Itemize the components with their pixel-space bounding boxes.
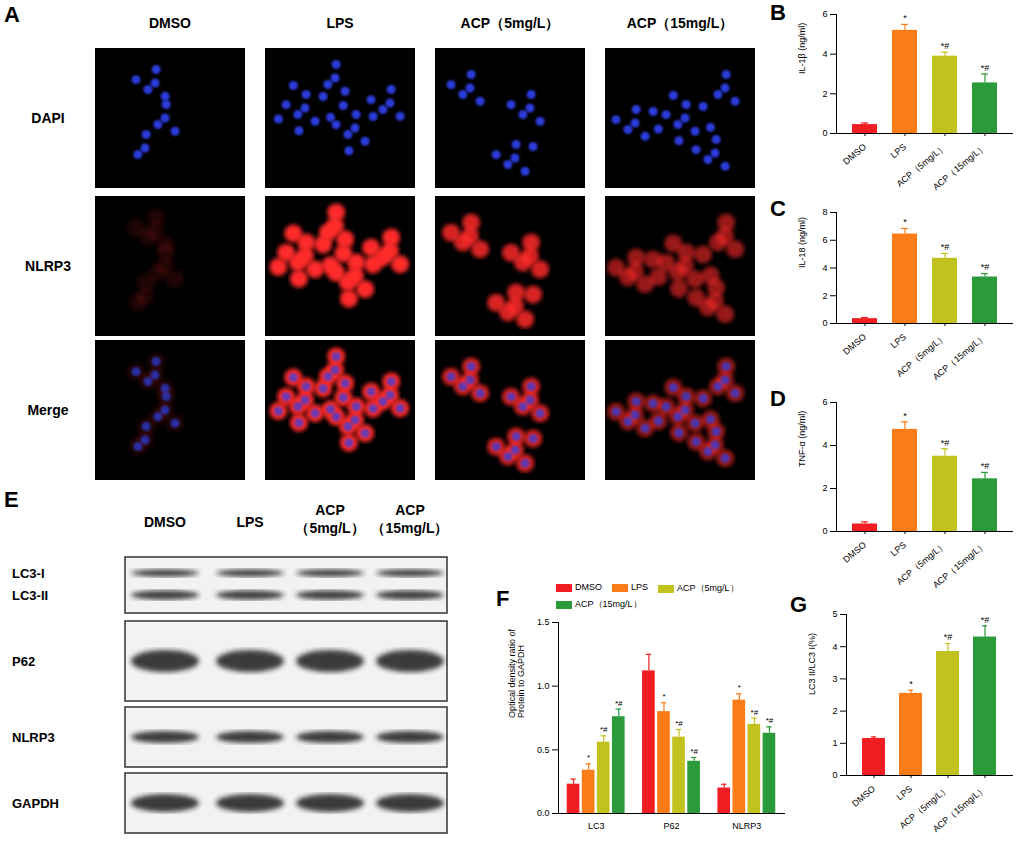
svg-text:*#: *#: [600, 725, 608, 734]
html-text:E: E: [4, 487, 19, 512]
svg-text:8: 8: [822, 207, 827, 217]
svg-text:（5mg/L）: （5mg/L）: [295, 520, 364, 536]
svg-text:*#: *#: [981, 461, 990, 471]
svg-text:DMSO: DMSO: [841, 142, 868, 167]
svg-text:*#: *#: [751, 708, 759, 717]
svg-text:DMSO: DMSO: [144, 514, 186, 530]
svg-text:6: 6: [822, 9, 827, 19]
svg-text:GAPDH: GAPDH: [12, 796, 59, 811]
svg-text:NLRP3: NLRP3: [732, 821, 761, 831]
svg-text:NLRP3: NLRP3: [12, 730, 55, 745]
svg-text:*#: *#: [981, 615, 990, 625]
svg-text:2: 2: [822, 483, 827, 493]
svg-text:1: 1: [832, 738, 837, 748]
svg-text:*#: *#: [941, 242, 950, 252]
svg-text:*: *: [909, 679, 913, 689]
svg-text:DAPI: DAPI: [31, 110, 64, 126]
svg-text:6: 6: [822, 235, 827, 245]
svg-text:TNF-α (ng/ml): TNF-α (ng/ml): [797, 411, 807, 467]
svg-text:*#: *#: [944, 632, 953, 642]
html-text:G: G: [790, 592, 808, 617]
svg-text:*#: *#: [675, 719, 683, 728]
svg-text:P62: P62: [663, 821, 679, 831]
svg-text:*: *: [587, 753, 590, 762]
svg-text:ACP（15mg/L）: ACP（15mg/L）: [931, 540, 988, 590]
svg-text:*#: *#: [941, 41, 950, 51]
html-text:ACP（5mg/L）: ACP（5mg/L）: [677, 583, 739, 593]
svg-text:*: *: [662, 692, 665, 701]
svg-text:ACP（5mg/L）: ACP（5mg/L）: [897, 783, 952, 831]
svg-text:DMSO: DMSO: [841, 540, 868, 565]
svg-text:*: *: [903, 217, 907, 227]
svg-text:4: 4: [832, 642, 837, 652]
svg-text:*#: *#: [981, 262, 990, 272]
svg-text:Merge: Merge: [27, 402, 68, 418]
svg-text:ACP（15mg/L）: ACP（15mg/L）: [931, 784, 988, 834]
svg-text:2: 2: [822, 89, 827, 99]
svg-text:4: 4: [822, 49, 827, 59]
svg-text:LPS: LPS: [326, 15, 353, 31]
svg-text:DMSO: DMSO: [149, 15, 191, 31]
svg-text:*#: *#: [690, 747, 698, 756]
svg-text:ACP（5mg/L）: ACP（5mg/L）: [894, 331, 949, 379]
html-text:LPS: LPS: [631, 582, 648, 592]
svg-text:NLRP3: NLRP3: [25, 258, 71, 274]
svg-text:Optical density ratio ofProtei: Optical density ratio ofProtein to GAPDH: [507, 628, 526, 718]
svg-text:ACP（5mg/L）: ACP（5mg/L）: [894, 539, 949, 587]
html-text:C: C: [770, 196, 786, 221]
svg-text:ACP: ACP: [315, 502, 345, 518]
svg-text:*#: *#: [941, 438, 950, 448]
svg-text:*#: *#: [766, 716, 774, 725]
svg-text:*: *: [903, 13, 907, 23]
svg-text:ACP（15mg/L）: ACP（15mg/L）: [931, 332, 988, 382]
svg-text:3: 3: [832, 674, 837, 684]
svg-text:4: 4: [822, 440, 827, 450]
html-text:A: A: [4, 2, 20, 27]
html-text:D: D: [770, 386, 786, 411]
svg-text:*#: *#: [981, 63, 990, 73]
svg-text:*: *: [903, 411, 907, 421]
html-text:B: B: [770, 0, 786, 25]
svg-text:0.5: 0.5: [537, 745, 550, 755]
svg-text:4: 4: [822, 263, 827, 273]
svg-text:ACP（5mg/L）: ACP（5mg/L）: [461, 15, 560, 31]
svg-text:DMSO: DMSO: [850, 784, 877, 809]
html-text:ACP（15mg/L）: ACP（15mg/L）: [575, 599, 642, 609]
svg-text:ACP（15mg/L）: ACP（15mg/L）: [931, 142, 988, 192]
svg-text:LC3-I: LC3-I: [12, 566, 45, 581]
svg-text:IL-18 (ng/ml): IL-18 (ng/ml): [797, 217, 807, 268]
svg-text:0: 0: [822, 318, 827, 328]
svg-text:（15mg/L）: （15mg/L）: [371, 520, 448, 536]
html-text:F: F: [496, 586, 510, 611]
svg-text:LPS: LPS: [889, 540, 908, 559]
svg-text:2: 2: [832, 706, 837, 716]
svg-text:5: 5: [832, 609, 837, 619]
svg-text:LC3 II/LC3 I(%): LC3 II/LC3 I(%): [807, 633, 817, 695]
svg-text:LC3-II: LC3-II: [12, 588, 48, 603]
svg-text:6: 6: [822, 397, 827, 407]
svg-text:0.0: 0.0: [537, 808, 550, 818]
html-text:DMSO: DMSO: [575, 582, 602, 592]
svg-text:ACP: ACP: [395, 502, 425, 518]
svg-text:DMSO: DMSO: [841, 332, 868, 357]
svg-text:ACP（15mg/L）: ACP（15mg/L）: [627, 15, 734, 31]
svg-text:0: 0: [822, 526, 827, 536]
svg-text:1.0: 1.0: [537, 681, 550, 691]
svg-text:IL-1β (ng/ml): IL-1β (ng/ml): [797, 23, 807, 74]
svg-text:LPS: LPS: [889, 332, 908, 351]
svg-text:0: 0: [822, 128, 827, 138]
svg-text:LPS: LPS: [889, 142, 908, 161]
svg-text:ACP（5mg/L）: ACP（5mg/L）: [894, 141, 949, 189]
svg-text:0: 0: [832, 770, 837, 780]
svg-text:*: *: [738, 683, 741, 692]
svg-text:*#: *#: [615, 699, 623, 708]
svg-text:2: 2: [822, 291, 827, 301]
svg-text:LC3: LC3: [588, 821, 605, 831]
svg-text:1.5: 1.5: [537, 617, 550, 627]
svg-text:LPS: LPS: [895, 784, 914, 803]
svg-text:LPS: LPS: [236, 514, 263, 530]
svg-text:P62: P62: [12, 654, 35, 669]
